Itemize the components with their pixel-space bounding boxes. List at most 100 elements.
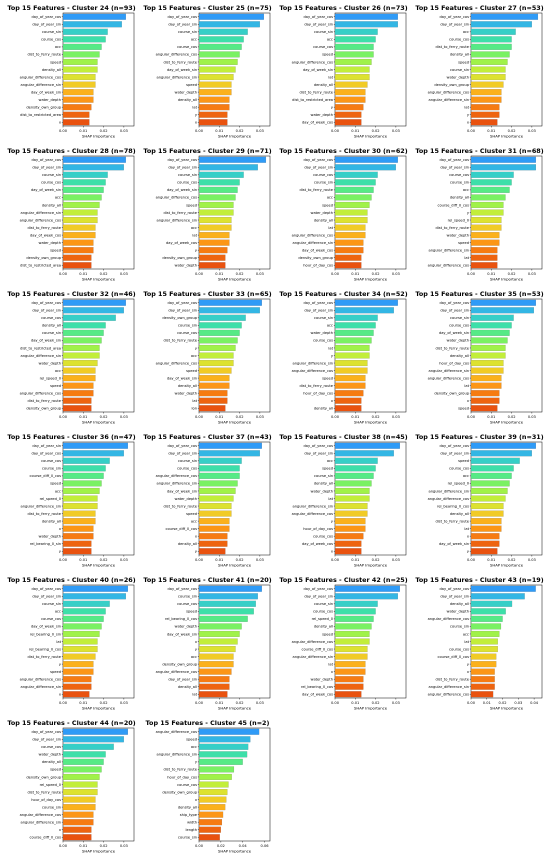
feature-label: dist_to_ferry_route (27, 655, 61, 659)
bar (62, 834, 92, 841)
feature-label: day_of_year_sin (304, 166, 333, 170)
bar (470, 262, 498, 269)
feature-label: water_depth (447, 339, 470, 343)
feature-label: course_sin (42, 30, 61, 34)
x-tick-label: 0.03 (120, 272, 128, 276)
bar (470, 307, 534, 314)
feature-label: x (195, 798, 198, 802)
bar (334, 615, 374, 622)
feature-label: course_cos (41, 745, 61, 749)
x-axis-label: SHAP Importance (218, 420, 252, 425)
bar (470, 630, 500, 637)
bar (62, 201, 100, 208)
feature-label: course_cos (41, 459, 61, 463)
bar (62, 728, 128, 735)
x-tick-label: 0.03 (256, 558, 264, 562)
feature-label: angular_difference_cos (156, 670, 198, 674)
feature-label: speed (50, 248, 61, 252)
feature-label: x (59, 527, 62, 531)
chart-panel: Top 15 Features - Cluster 28 (n=78) day_o… (5, 147, 138, 289)
x-tick-label: 0.01 (483, 701, 491, 705)
feature-label: course_sin (450, 181, 469, 185)
feature-label: dist_to_restricted_area (20, 113, 61, 117)
bar (470, 186, 510, 193)
bar (334, 186, 374, 193)
feature-label: speed (458, 459, 469, 463)
feature-label: course_sin (42, 331, 61, 335)
bar (334, 307, 394, 314)
bar (198, 247, 228, 254)
x-tick-label: 0.00 (467, 272, 476, 276)
feature-label: speed (186, 512, 197, 516)
feature-label: course_cos (449, 647, 469, 651)
chart-title: Top 15 Features - Cluster 26 (n=73) (279, 4, 408, 12)
bar (334, 13, 398, 20)
bar (334, 397, 362, 404)
x-axis-label: SHAP Importance (82, 563, 116, 568)
chart-panel: Top 15 Features - Cluster 24 (n=93) day_o… (5, 4, 138, 146)
x-tick-label: 0.02 (100, 129, 108, 133)
bar (62, 525, 94, 532)
feature-label: angular_difference_sin (293, 241, 334, 245)
bar (470, 322, 512, 329)
feature-label: angular_difference_sin (429, 685, 470, 689)
feature-label: day_of_year_cos (303, 158, 333, 162)
bar (470, 194, 506, 201)
bar (62, 661, 94, 668)
bar (334, 209, 368, 216)
bar (334, 630, 370, 637)
chart-title: Top 15 Features - Cluster 30 (n=62) (279, 147, 408, 155)
feature-label: acc (55, 45, 61, 49)
feature-label: angular_difference_cos (156, 474, 198, 478)
feature-label: x (467, 121, 470, 125)
x-tick-label: 0.01 (487, 272, 495, 276)
feature-label: day_of_year_cos (303, 444, 333, 448)
bar-chart: day_of_year_cos day_of_year_sin density_al… (428, 584, 543, 711)
feature-label: course_cos (449, 324, 469, 328)
bar (198, 503, 232, 510)
feature-label: angular_difference_cos (428, 617, 470, 621)
bar (198, 676, 230, 683)
bar (198, 119, 228, 126)
x-axis-label: SHAP Importance (82, 277, 116, 282)
bar (470, 232, 500, 239)
feature-label: lat (464, 384, 469, 388)
feature-label: acc (55, 610, 61, 614)
x-axis-label: SHAP Importance (82, 134, 116, 139)
bar (198, 254, 226, 261)
feature-label: dist_to_ferry_route (27, 53, 61, 57)
feature-label: density_all (450, 354, 469, 358)
feature-label: course_sin (178, 836, 197, 840)
feature-label: speed (458, 60, 469, 64)
bar (62, 766, 102, 773)
feature-label: density_all (178, 542, 197, 546)
feature-label: angular_difference_cos (292, 369, 334, 373)
bar (198, 329, 240, 336)
feature-label: course_diff_0_cos (30, 836, 62, 840)
feature-label: water_depth (311, 113, 334, 117)
bar (198, 758, 243, 765)
bar (470, 51, 510, 58)
bar-chart: day_of_year_cos day_of_year_sin course_cos… (428, 155, 543, 282)
feature-label: course_sin (314, 316, 333, 320)
feature-label: y (195, 113, 198, 117)
chart-title: Top 15 Features - Cluster 43 (n=19) (415, 576, 544, 584)
feature-label: water_depth (311, 677, 334, 681)
feature-label: lat (328, 346, 333, 350)
feature-label: water_depth (447, 233, 470, 237)
bar (470, 382, 502, 389)
bar (198, 360, 234, 367)
feature-label: lat (328, 662, 333, 666)
bar (62, 585, 128, 592)
feature-label: x (467, 399, 470, 403)
bar (470, 81, 504, 88)
x-tick-label: 0.01 (79, 415, 87, 419)
x-tick-label: 0.01 (79, 272, 87, 276)
bar (198, 209, 234, 216)
bar (470, 390, 500, 397)
feature-label: width (187, 820, 197, 824)
feature-label: acc (191, 655, 197, 659)
bar (62, 209, 98, 216)
bar (470, 58, 508, 65)
bar (62, 781, 98, 788)
